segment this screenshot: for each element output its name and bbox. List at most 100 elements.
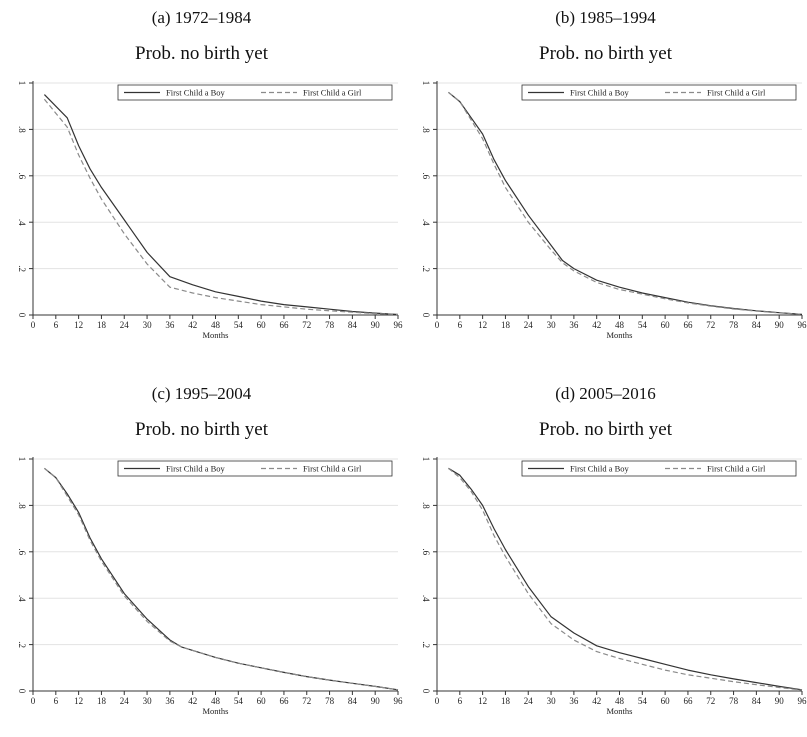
x-tick-label: 0 [435,320,440,330]
chart-panel-d: (d) 2005–2016 Prob. no birth yet 0.2.4.6… [404,376,807,737]
legend-label: First Child a Boy [570,464,630,474]
x-tick-label: 48 [615,696,625,706]
x-tick-label: 84 [752,320,762,330]
y-tick-label: 0 [421,689,431,694]
x-tick-label: 36 [569,696,579,706]
x-tick-label: 42 [592,320,601,330]
x-axis-title: Months [203,706,229,716]
x-tick-label: 36 [569,320,579,330]
y-tick-label: .6 [421,548,431,555]
x-tick-label: 60 [257,320,267,330]
x-tick-label: 96 [798,696,807,706]
x-tick-label: 6 [54,696,59,706]
y-tick-label: 1 [17,457,27,462]
x-tick-label: 18 [501,320,511,330]
legend-label: First Child a Girl [303,88,362,98]
series-line [44,468,398,690]
x-tick-label: 36 [165,696,175,706]
x-tick-label: 54 [638,696,648,706]
y-tick-label: .4 [421,595,431,602]
x-tick-label: 84 [752,696,762,706]
y-tick-label: 1 [17,81,27,86]
series-line [448,468,802,690]
x-tick-label: 6 [458,320,463,330]
x-tick-label: 66 [683,320,693,330]
x-tick-label: 30 [547,696,557,706]
x-tick-label: 48 [211,320,221,330]
x-axis-title: Months [203,330,229,340]
chart-panel-a: (a) 1972–1984 Prob. no birth yet 0.2.4.6… [0,0,403,361]
x-tick-label: 66 [279,696,289,706]
x-tick-label: 0 [31,320,36,330]
x-tick-label: 90 [775,320,785,330]
x-axis-title: Months [607,330,633,340]
x-tick-label: 30 [143,696,153,706]
x-tick-label: 54 [638,320,648,330]
x-tick-label: 24 [120,320,130,330]
x-tick-label: 24 [524,696,534,706]
y-tick-label: .2 [17,641,27,648]
x-tick-label: 42 [592,696,601,706]
y-tick-label: .6 [17,172,27,179]
x-tick-label: 30 [547,320,557,330]
y-tick-label: .4 [17,219,27,226]
x-tick-label: 18 [97,696,107,706]
legend-label: First Child a Girl [707,88,766,98]
legend-label: First Child a Boy [166,88,226,98]
x-tick-label: 12 [74,696,83,706]
y-tick-label: .6 [421,172,431,179]
x-tick-label: 60 [257,696,267,706]
chart-panel-c: (c) 1995–2004 Prob. no birth yet 0.2.4.6… [0,376,403,737]
x-tick-label: 54 [234,320,244,330]
x-tick-label: 78 [729,696,739,706]
series-line [448,92,802,314]
x-tick-label: 42 [188,320,197,330]
x-tick-label: 66 [279,320,289,330]
series-line [448,92,802,314]
x-tick-label: 60 [661,696,671,706]
y-tick-label: .4 [421,219,431,226]
x-tick-label: 48 [211,696,221,706]
y-tick-label: 1 [421,457,431,462]
chart-panel-b: (b) 1985–1994 Prob. no birth yet 0.2.4.6… [404,0,807,361]
x-tick-label: 18 [501,696,511,706]
x-tick-label: 90 [371,320,381,330]
series-line [44,95,398,315]
y-tick-label: 0 [421,313,431,318]
x-tick-label: 6 [458,696,463,706]
x-tick-label: 48 [615,320,625,330]
series-line [44,468,398,690]
x-tick-label: 78 [729,320,739,330]
x-tick-label: 90 [371,696,381,706]
x-tick-label: 54 [234,696,244,706]
y-tick-label: 0 [17,313,27,318]
y-tick-label: .8 [421,502,431,509]
y-tick-label: 1 [421,81,431,86]
y-tick-label: .8 [17,126,27,133]
y-tick-label: .8 [421,126,431,133]
x-tick-label: 90 [775,696,785,706]
x-tick-label: 78 [325,696,335,706]
x-tick-label: 96 [798,320,807,330]
x-tick-label: 12 [478,320,487,330]
x-tick-label: 12 [74,320,83,330]
x-tick-label: 84 [348,696,358,706]
x-tick-label: 36 [165,320,175,330]
x-tick-label: 72 [302,320,311,330]
y-tick-label: .2 [17,265,27,272]
x-tick-label: 0 [31,696,36,706]
x-tick-label: 12 [478,696,487,706]
x-tick-label: 30 [143,320,153,330]
legend-label: First Child a Girl [707,464,766,474]
x-tick-label: 72 [706,696,715,706]
x-axis-title: Months [607,706,633,716]
x-tick-label: 96 [394,696,404,706]
x-tick-label: 6 [54,320,59,330]
series-line [44,99,398,314]
y-tick-label: .6 [17,548,27,555]
y-tick-label: .2 [421,265,431,272]
x-tick-label: 72 [302,696,311,706]
